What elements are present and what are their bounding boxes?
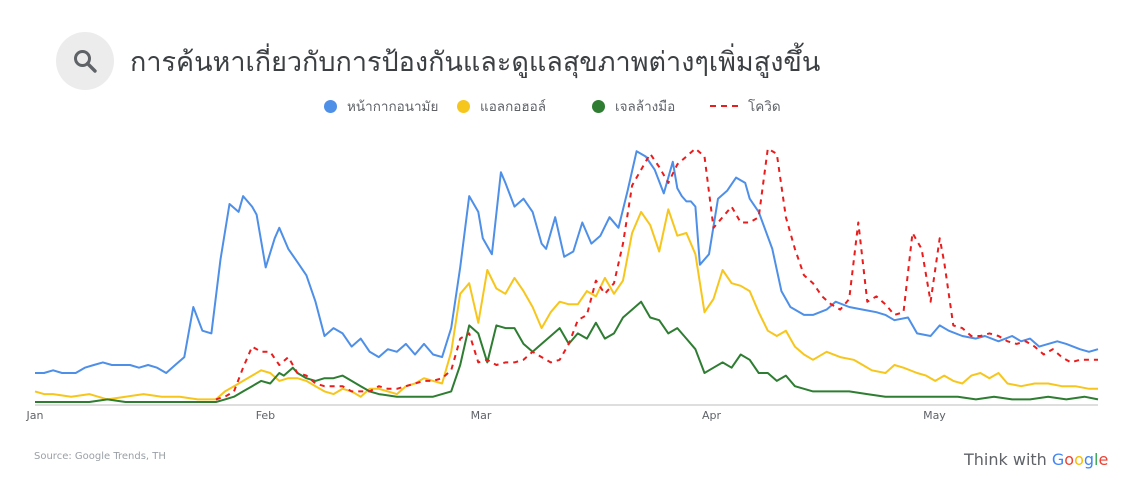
legend-item-mask: หน้ากากอนามัย: [324, 95, 438, 117]
brand-letter: l: [1094, 450, 1099, 469]
legend-item-covid: โควิด: [710, 95, 781, 117]
legend-swatch: [592, 100, 605, 113]
x-tick-label: May: [923, 409, 946, 422]
search-icon: [74, 50, 97, 73]
x-tick-label: Feb: [256, 409, 275, 422]
legend-label: แอลกอฮอล์: [480, 99, 546, 115]
brand-logo: Think with Google: [964, 450, 1108, 469]
series-line-3: [215, 147, 1098, 401]
brand-letter: e: [1098, 450, 1109, 469]
legend-label: โควิด: [748, 99, 781, 115]
search-badge: [56, 32, 114, 90]
brand-letter: o: [1064, 450, 1075, 469]
x-tick-label: Apr: [702, 409, 722, 422]
series-line-2: [35, 300, 1099, 403]
x-tick-label: Jan: [26, 409, 44, 422]
legend-item-alcohol: แอลกอฮอล์: [457, 95, 546, 117]
legend-label: เจลล้างมือ: [615, 99, 676, 115]
legend-label: หน้ากากอนามัย: [347, 99, 439, 115]
brand-letter: G: [1051, 450, 1065, 469]
legend-swatch: [324, 100, 337, 113]
source-note: Source: Google Trends, TH: [34, 451, 166, 462]
legend-swatch: [457, 100, 470, 113]
legend-swatch: [710, 105, 738, 107]
legend-item-gel: เจลล้างมือ: [592, 95, 675, 117]
series-line-0: [35, 150, 1099, 374]
brand-letter: o: [1074, 450, 1084, 469]
brand-letter: g: [1083, 450, 1095, 469]
series-line-1: [34, 208, 1098, 401]
brand-prefix: Think with: [964, 450, 1047, 469]
chart-legend: หน้ากากอนามัย แอลกอฮอล์ เจลล้างมือ โควิด: [0, 95, 1134, 117]
page-title: การค้นหาเกี่ยวกับการป้องกันและดูแลสุขภาพ…: [130, 47, 821, 78]
x-tick-label: Mar: [471, 409, 492, 422]
